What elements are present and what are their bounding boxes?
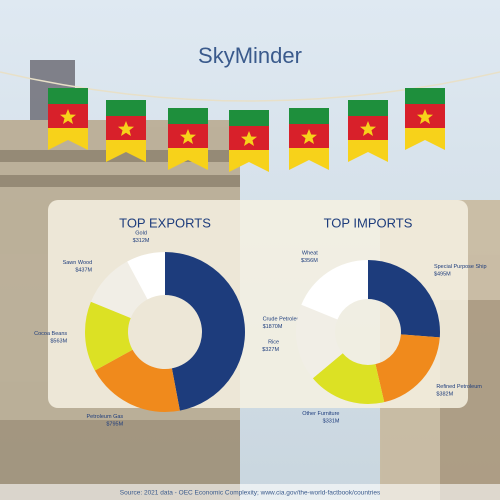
segment-value: $563M bbox=[50, 339, 67, 345]
segment-label: Other Furniture bbox=[302, 411, 339, 417]
segment-value: $331M bbox=[323, 418, 340, 424]
segment-label: Cocoa Beans bbox=[34, 331, 67, 337]
chart-title: TOP EXPORTS bbox=[119, 215, 211, 230]
source: Source: 2021 data - OEC Economic Complex… bbox=[120, 490, 381, 497]
donut-segment bbox=[295, 304, 343, 379]
segment-label: Special Purpose Ship bbox=[434, 264, 487, 270]
segment-label: Crude Petroleum bbox=[263, 316, 305, 322]
segment-label: Refined Petroleum bbox=[436, 384, 482, 390]
donut-segment bbox=[312, 353, 385, 404]
donut-segment bbox=[165, 252, 246, 411]
segment-label: Gold bbox=[135, 230, 147, 236]
segment-value: $495M bbox=[434, 272, 451, 278]
chart-title: TOP IMPORTS bbox=[324, 215, 413, 230]
segment-value: $795M bbox=[106, 422, 123, 428]
segment-value: $312M bbox=[133, 238, 150, 244]
footer-band bbox=[0, 484, 500, 500]
segment-value: $437M bbox=[75, 267, 92, 273]
segment-value: $1870M bbox=[263, 324, 283, 330]
donut-segment bbox=[368, 260, 440, 338]
donut-segment bbox=[84, 301, 133, 371]
donut-segment bbox=[90, 261, 148, 319]
segment-value: $382M bbox=[436, 392, 453, 398]
logo: SkyMinder bbox=[198, 43, 302, 68]
donut-segment bbox=[127, 252, 165, 300]
charts: TOP EXPORTS Crude Petroleum $1870M Petroleu… bbox=[34, 215, 486, 427]
donut-segment bbox=[94, 349, 180, 412]
rope bbox=[0, 71, 500, 102]
donut-segment bbox=[375, 334, 440, 403]
segment-label: Rice bbox=[268, 339, 279, 345]
donut-segment bbox=[301, 260, 368, 320]
segment-label: Wheat bbox=[302, 251, 318, 257]
segment-value: $356M bbox=[301, 258, 318, 264]
segment-value: $327M bbox=[262, 347, 279, 353]
panel bbox=[48, 200, 468, 408]
segment-label: Petroleum Gas bbox=[87, 414, 124, 420]
segment-label: Sawn Wood bbox=[63, 260, 93, 266]
